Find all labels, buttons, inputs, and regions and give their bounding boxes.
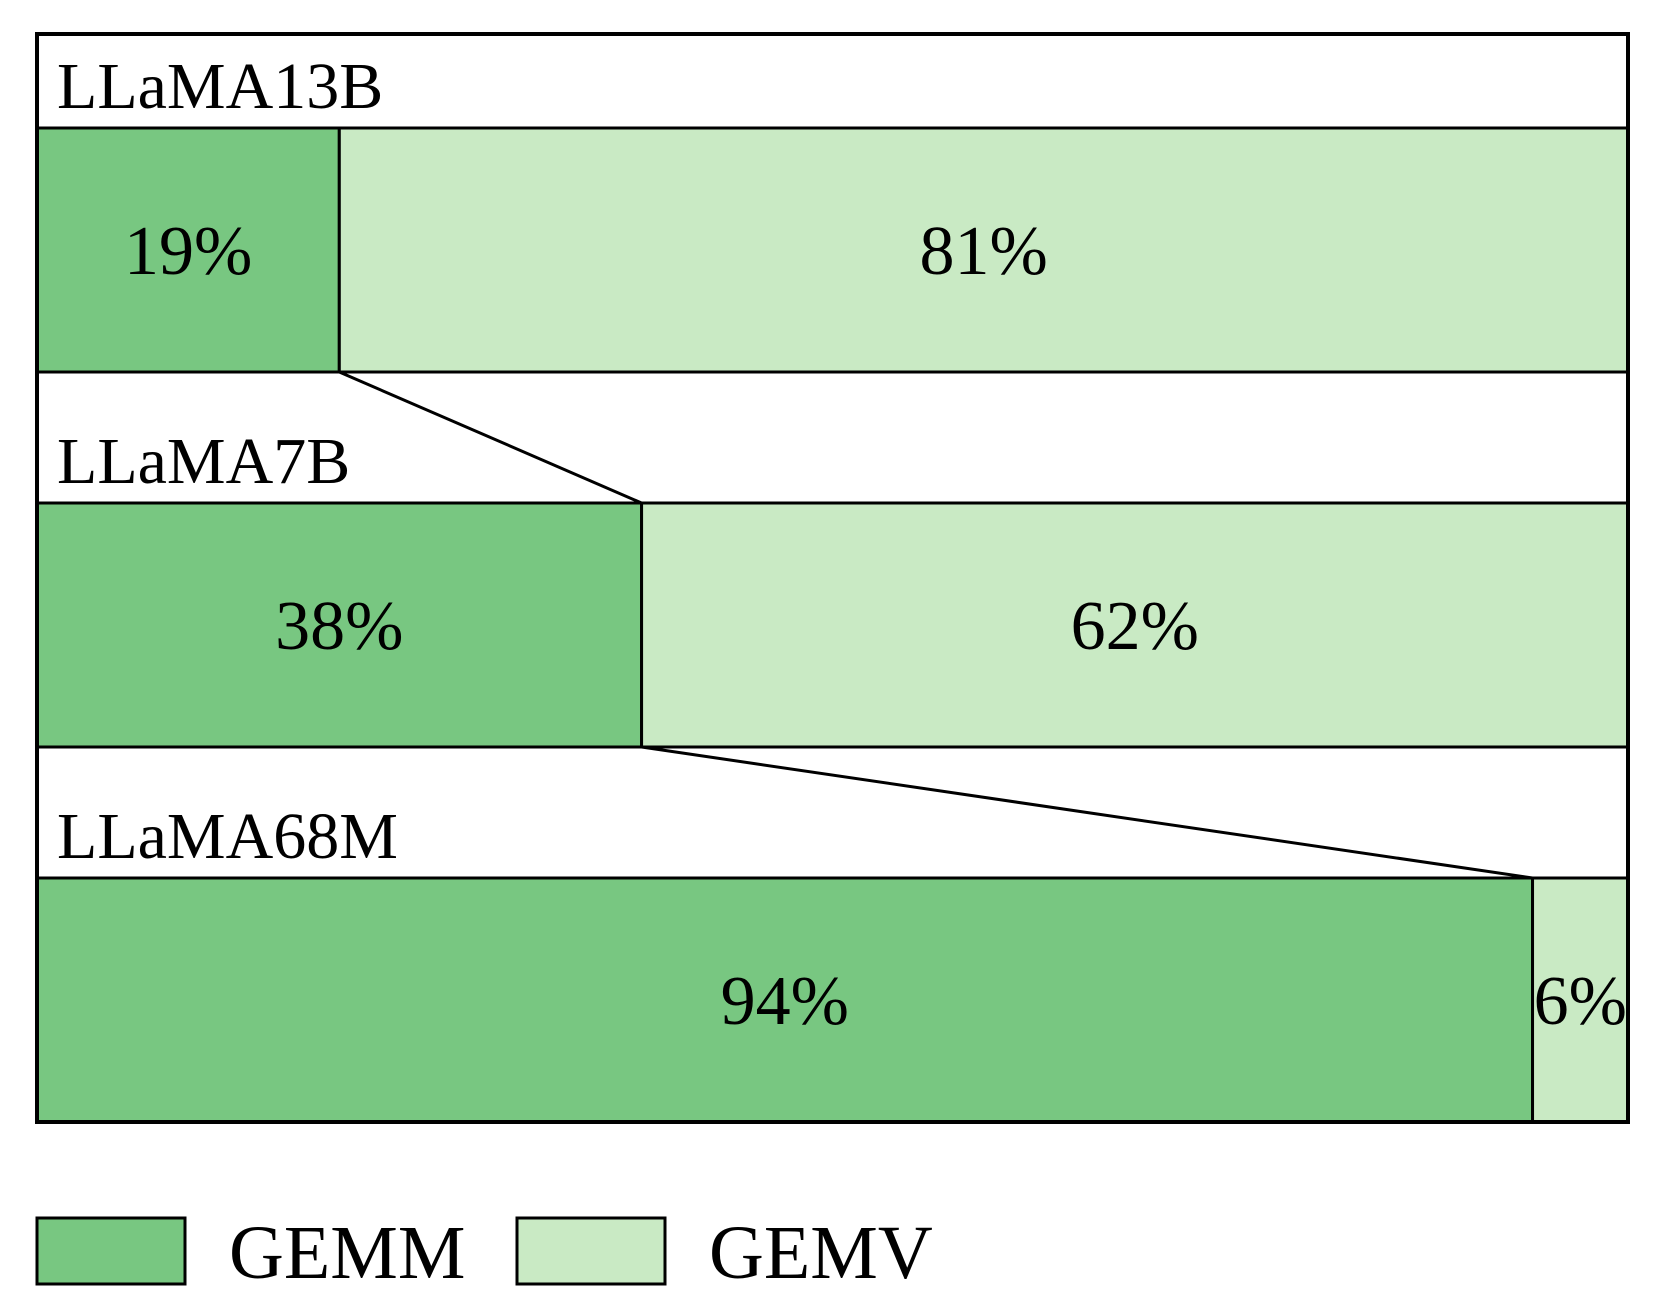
value-label-gemm-llama68m: 94% bbox=[721, 963, 849, 1040]
legend-swatch-gemv bbox=[515, 1216, 667, 1286]
plot-frame-border bbox=[35, 32, 1630, 1124]
value-label-gemm-llama13b: 19% bbox=[124, 213, 252, 290]
connector-line-1 bbox=[338, 370, 643, 505]
row-label-llama7b: LLaMA7B bbox=[57, 425, 350, 498]
legend: GEMM GEMV bbox=[35, 1211, 933, 1295]
connectors-group bbox=[35, 32, 1630, 1124]
value-label-gemv-llama13b: 81% bbox=[919, 213, 1047, 290]
value-label-gemv-llama7b: 62% bbox=[1071, 588, 1199, 665]
bar-gemm-llama7b bbox=[35, 501, 644, 749]
bar-gemm-llama13b bbox=[35, 126, 341, 374]
labels-group: LLaMA13B 19% 81% LLaMA7B 38% 62% LLaMA68M 94% 6% bbox=[57, 50, 1627, 1040]
row-label-llama13b: LLaMA13B bbox=[57, 50, 383, 123]
legend-label-gemm: GEMM bbox=[229, 1211, 465, 1295]
legend-swatch-gemm bbox=[35, 1216, 187, 1286]
bars-group bbox=[35, 126, 1630, 1124]
value-label-gemv-llama68m: 6% bbox=[1534, 963, 1627, 1040]
value-label-gemm-llama7b: 38% bbox=[275, 588, 403, 665]
row-label-llama68m: LLaMA68M bbox=[57, 800, 398, 873]
legend-label-gemv: GEMV bbox=[709, 1211, 933, 1295]
connector-line-2 bbox=[641, 745, 1533, 880]
bar-gemv-llama13b bbox=[337, 126, 1630, 374]
bar-gemv-llama7b bbox=[640, 501, 1630, 749]
